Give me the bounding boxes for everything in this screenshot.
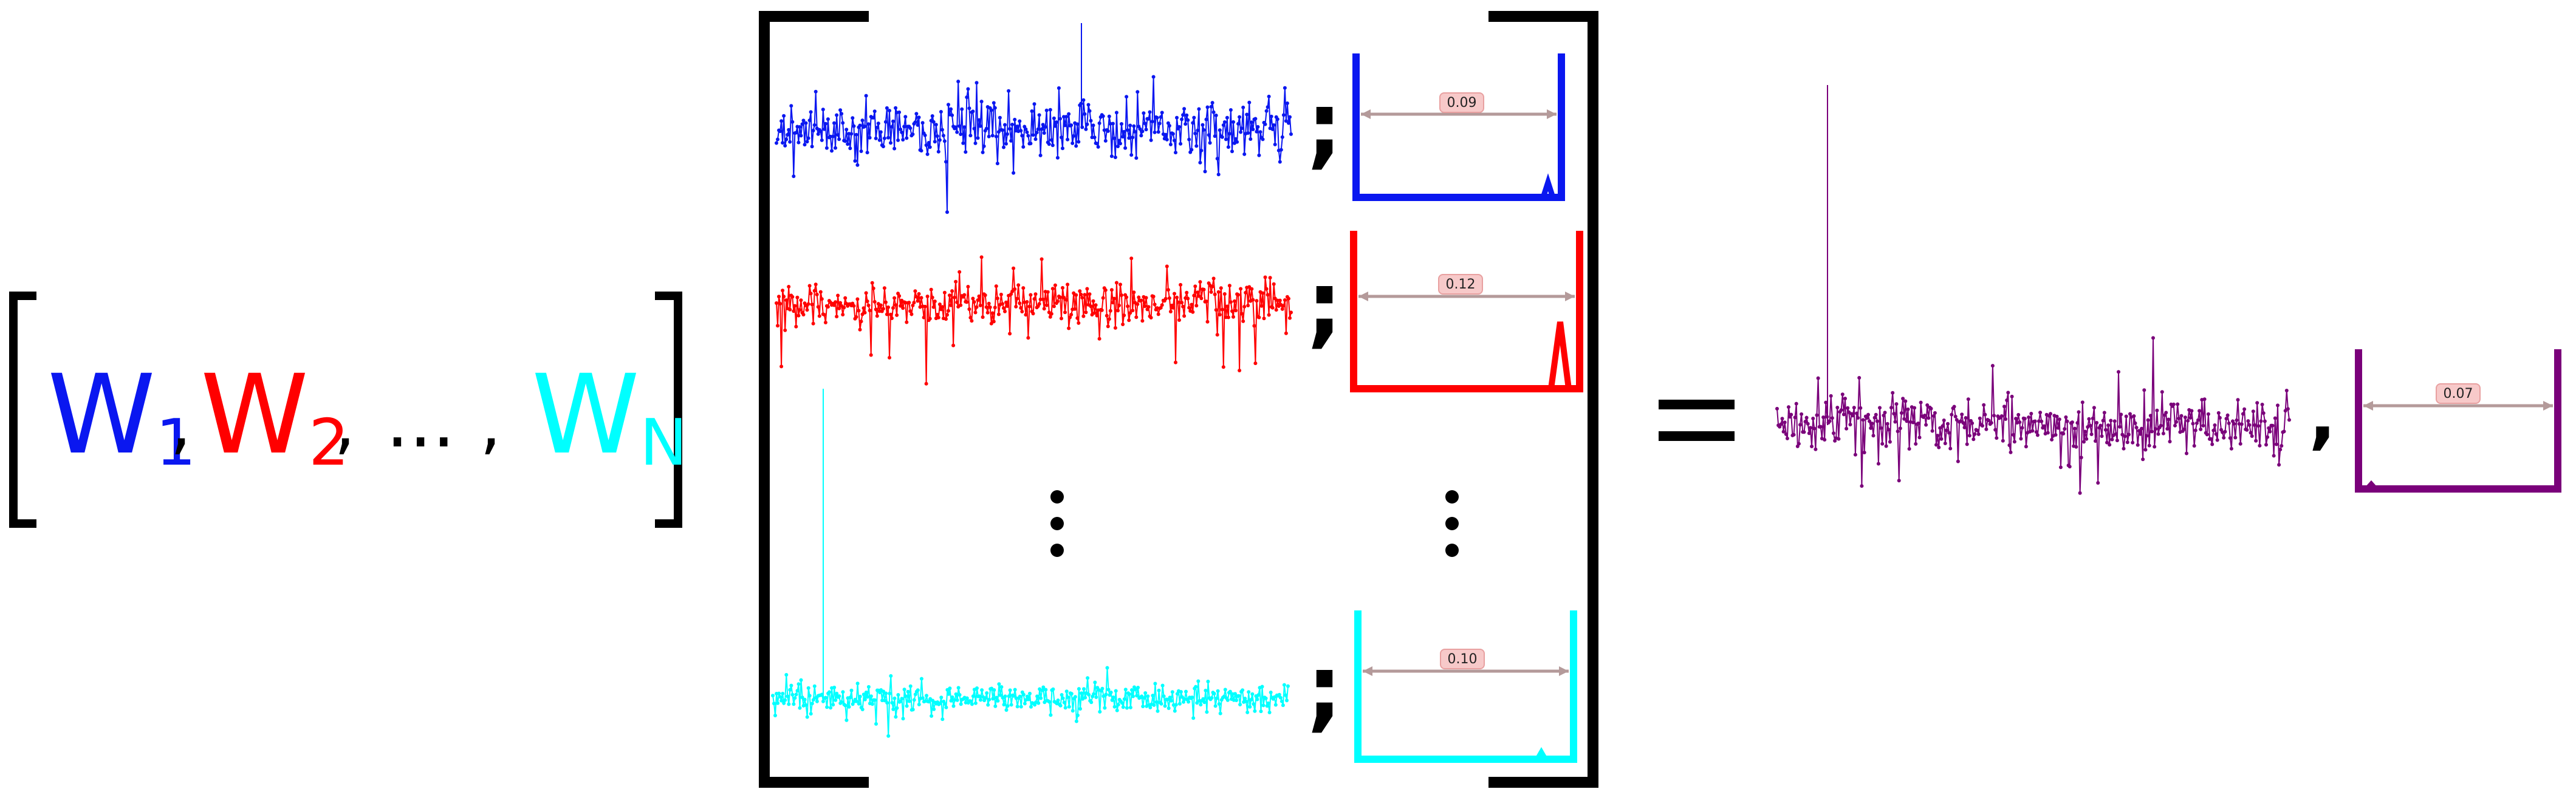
weight-list: W1 , W2 , ... , WN xyxy=(13,296,688,524)
weight-w2-label: W2 xyxy=(200,352,349,480)
gap-value-label: 0.09 xyxy=(1447,95,1477,111)
vertical-dots-histograms xyxy=(1445,490,1459,557)
u-shaped-histogram-icon xyxy=(1354,231,1580,389)
u-shaped-histogram-icon xyxy=(1356,53,1561,197)
gap-value-label: 0.07 xyxy=(2444,386,2473,401)
result: , 0.07 xyxy=(1659,349,2558,489)
histogram-result: 0.07 xyxy=(2358,349,2558,489)
weight-list-comma: , xyxy=(170,384,191,462)
weight-matrix: ; ; ; 0.09 xyxy=(764,16,2291,782)
weight-ellipsis: ... xyxy=(386,380,455,464)
matrix-right-bracket xyxy=(1488,16,1593,782)
result-comma: , xyxy=(2309,374,2337,458)
weight-list-comma: , xyxy=(480,384,501,462)
series-trace-w1 xyxy=(775,75,1293,214)
vertical-dots-series xyxy=(1050,490,1064,557)
histogram-w2: 0.12 xyxy=(1354,231,1580,389)
row-separator-semicolon: ; xyxy=(1306,73,1343,179)
weight-wn-label: WN xyxy=(532,352,688,480)
histogram-wn: 0.10 xyxy=(1358,610,1574,759)
gap-value-label: 0.12 xyxy=(1446,277,1476,292)
row-separator-semicolon: ; xyxy=(1306,636,1343,742)
gap-value-label: 0.10 xyxy=(1448,652,1478,667)
weight-list-left-bracket xyxy=(13,296,36,524)
series-layer xyxy=(771,23,2291,738)
series-trace-wn xyxy=(771,666,1290,738)
series-trace-w2 xyxy=(775,255,1293,385)
weight-list-comma: , xyxy=(334,384,355,462)
u-shaped-histogram-icon xyxy=(2358,349,2558,489)
u-shaped-histogram-icon xyxy=(1358,610,1574,759)
histogram-w1: 0.09 xyxy=(1356,53,1561,197)
series-trace-result xyxy=(1775,336,2291,494)
equals-sign xyxy=(1659,400,1735,441)
row-separator-semicolon: ; xyxy=(1306,252,1343,358)
